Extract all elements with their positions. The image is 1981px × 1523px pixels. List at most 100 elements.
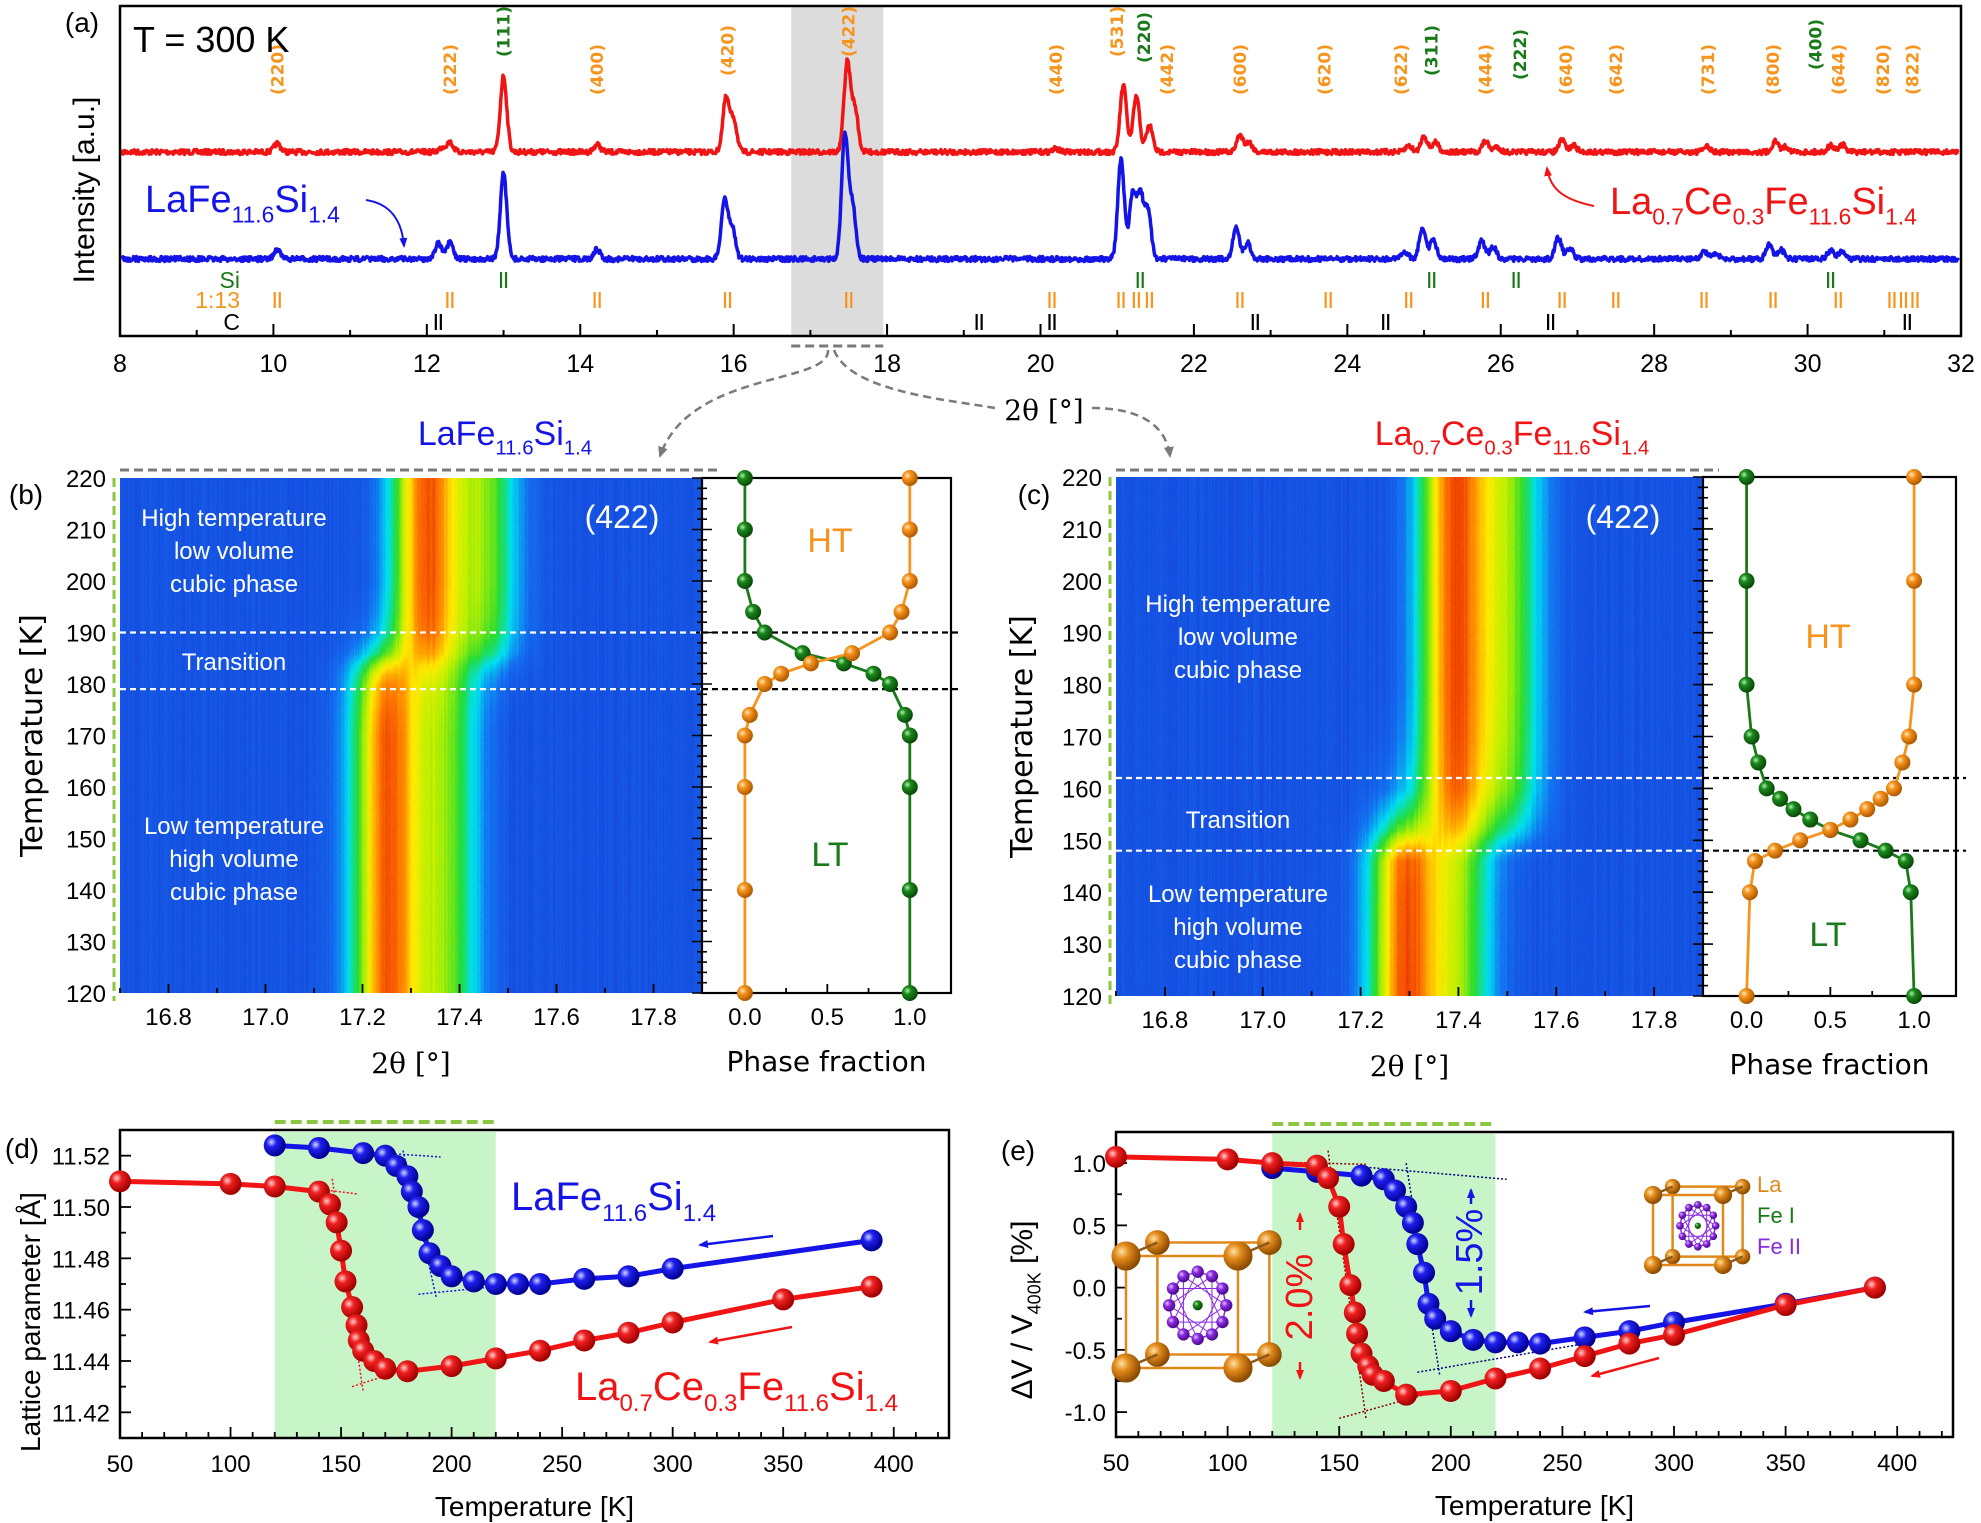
region-label-low: cubic phase: [170, 879, 298, 906]
subscript: 0.3: [1733, 204, 1765, 230]
reflection-tick: [434, 314, 442, 330]
reflection-tick: [1428, 272, 1436, 288]
phase-fraction-point-lt: [1738, 572, 1755, 589]
reflection-tick: [1048, 314, 1056, 330]
xrd-curve-la: [120, 130, 1960, 264]
data-point: [1332, 1233, 1355, 1256]
y-axis-title: Temperature [K]: [1005, 615, 1040, 859]
y-tick-label: 140: [66, 878, 106, 905]
subscript: 11.6: [784, 1390, 829, 1417]
data-point: [1573, 1345, 1596, 1368]
subscript: 1.4: [1885, 204, 1917, 230]
series-arrow: [365, 199, 408, 248]
region-label-high: low volume: [1178, 624, 1298, 651]
x-tick-label: 100: [211, 1451, 251, 1478]
x-tick-label: 150: [1319, 1450, 1359, 1477]
x-tick-label: 26: [1487, 350, 1515, 378]
subscript: 0.3: [704, 1390, 737, 1417]
bond: [1183, 1275, 1227, 1306]
reflection-label: (400): [1806, 19, 1826, 70]
panel-label-b: (b): [9, 479, 43, 510]
phase-fraction-point-ht: [1906, 572, 1923, 589]
phase-row-label: 1:13: [195, 287, 240, 313]
x-tick-label: 150: [321, 1451, 361, 1478]
x-tick-label: 350: [763, 1451, 803, 1478]
y-tick-label: 130: [66, 930, 106, 957]
data-point: [219, 1172, 242, 1195]
y-tick-label: 200: [66, 569, 106, 596]
phase-fraction-point-ht: [741, 706, 758, 723]
x-tick-label: 17.0: [1239, 1007, 1286, 1034]
phase-fraction-point-lt: [896, 706, 913, 723]
data-point: [1618, 1332, 1641, 1355]
reflection-tick: [845, 292, 853, 308]
phase-fraction-point-lt: [1758, 780, 1775, 797]
x-tick-label: 200: [432, 1451, 472, 1478]
panel-title-formula: LaFe11.6Si1.4: [418, 415, 592, 460]
subscript: 11.6: [495, 438, 533, 460]
bond: [1697, 1215, 1714, 1248]
panel-label-a: (a): [65, 7, 99, 38]
cooling-arrow: [708, 1325, 793, 1345]
data-point: [1346, 1322, 1369, 1345]
bond: [1697, 1204, 1714, 1237]
x-tick-label: 18: [873, 350, 901, 378]
data-point: [440, 1265, 463, 1288]
connector-arrow-b: [658, 349, 830, 458]
phase-fraction-axis-title: Phase fraction: [1729, 1048, 1929, 1081]
reflection-tick: [1048, 292, 1056, 308]
data-point: [1484, 1367, 1507, 1390]
fe2-atom: [1709, 1211, 1718, 1220]
y-tick-label: 210: [66, 518, 106, 545]
reflection-label: (640): [1557, 44, 1577, 95]
phase-fraction-point-lt: [1802, 811, 1819, 828]
formula-part: LaFe: [418, 415, 496, 453]
reflection-tick: [1251, 314, 1259, 330]
subscript: 1.4: [1621, 438, 1649, 460]
data-point: [411, 1219, 434, 1242]
series-label-la-ce: La0.7Ce0.3Fe11.6Si1.4: [575, 1365, 898, 1417]
connector-line: [832, 349, 996, 410]
data-point: [341, 1296, 364, 1319]
fe2-atom: [1702, 1203, 1711, 1212]
reflection-label: (800): [1764, 44, 1784, 95]
reflection-label: (642): [1607, 44, 1627, 95]
x-tick-label: 24: [1333, 350, 1361, 378]
fe2-atom: [1678, 1232, 1687, 1241]
data-point: [1529, 1357, 1552, 1380]
la-atom: [1223, 1353, 1253, 1383]
x-tick-label: 17.6: [1533, 1007, 1580, 1034]
phase-fraction-point-ht: [1792, 832, 1809, 849]
phase-fraction-point-lt: [1743, 728, 1760, 745]
highlight-band-422: [791, 6, 884, 336]
panel-c-heatmap: 16.8 17.0 17.2 17.4 17.6 17.8 120 130 140 150 160 1…: [1005, 415, 1966, 1083]
panel-d-temperature: 50 100 150 200 250 300 350 400 11.42 11.44 11.46 11…: [5, 1120, 951, 1522]
y-tick-label: 120: [66, 981, 106, 1008]
data-point: [1863, 1276, 1886, 1299]
phase-fraction-point-lt: [745, 603, 762, 620]
y-tick-label: 11.46: [52, 1298, 110, 1325]
reflection-tick: [1903, 314, 1911, 330]
formula-part: La: [1375, 415, 1413, 453]
x-tick-label: 250: [542, 1451, 582, 1478]
bond: [1172, 1271, 1199, 1323]
phase-label-ht: HT: [807, 522, 852, 560]
phase-row-label: C: [223, 309, 240, 335]
bond: [1679, 1207, 1708, 1227]
reflection-label: (531): [1108, 6, 1128, 57]
data-point: [263, 1134, 286, 1157]
crystal-structure-icon: [1111, 1230, 1282, 1383]
reflection-tick: [499, 272, 508, 288]
panel-label-e: (e): [1001, 1135, 1035, 1166]
data-point: [1462, 1328, 1485, 1351]
reflection-tick: [1547, 314, 1555, 330]
subscript: 1.4: [683, 1200, 716, 1227]
data-point: [407, 1196, 430, 1218]
phase-fraction-point-lt: [1877, 842, 1894, 859]
data-point: [1350, 1164, 1373, 1187]
plot-frame: [1114, 1130, 1955, 1439]
la-atom: [1223, 1241, 1253, 1271]
data-point: [1506, 1331, 1529, 1354]
